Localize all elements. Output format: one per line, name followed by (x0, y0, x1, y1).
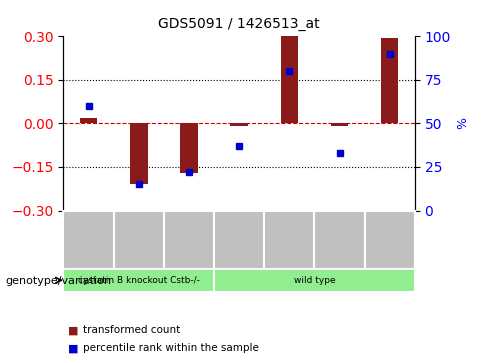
Title: GDS5091 / 1426513_at: GDS5091 / 1426513_at (158, 17, 320, 31)
Bar (230, 123, 248, 126)
FancyBboxPatch shape (214, 269, 415, 292)
FancyBboxPatch shape (114, 211, 164, 272)
Text: transformed count: transformed count (83, 325, 180, 335)
Bar (80, 118, 97, 123)
FancyBboxPatch shape (63, 269, 214, 292)
Bar (281, 36, 298, 123)
Bar (381, 38, 399, 123)
Text: percentile rank within the sample: percentile rank within the sample (83, 343, 259, 354)
Text: ■: ■ (68, 343, 79, 354)
FancyBboxPatch shape (214, 211, 264, 272)
Bar (130, 123, 147, 184)
FancyBboxPatch shape (365, 211, 415, 272)
FancyBboxPatch shape (314, 211, 365, 272)
Bar (180, 123, 198, 173)
FancyBboxPatch shape (264, 211, 314, 272)
FancyBboxPatch shape (63, 211, 114, 272)
Text: ■: ■ (68, 325, 79, 335)
Bar (331, 123, 348, 126)
Y-axis label: %: % (456, 117, 469, 130)
Text: genotype/variation: genotype/variation (5, 276, 111, 286)
FancyBboxPatch shape (164, 211, 214, 272)
Text: wild type: wild type (294, 276, 335, 285)
Text: cystatin B knockout Cstb-/-: cystatin B knockout Cstb-/- (78, 276, 200, 285)
